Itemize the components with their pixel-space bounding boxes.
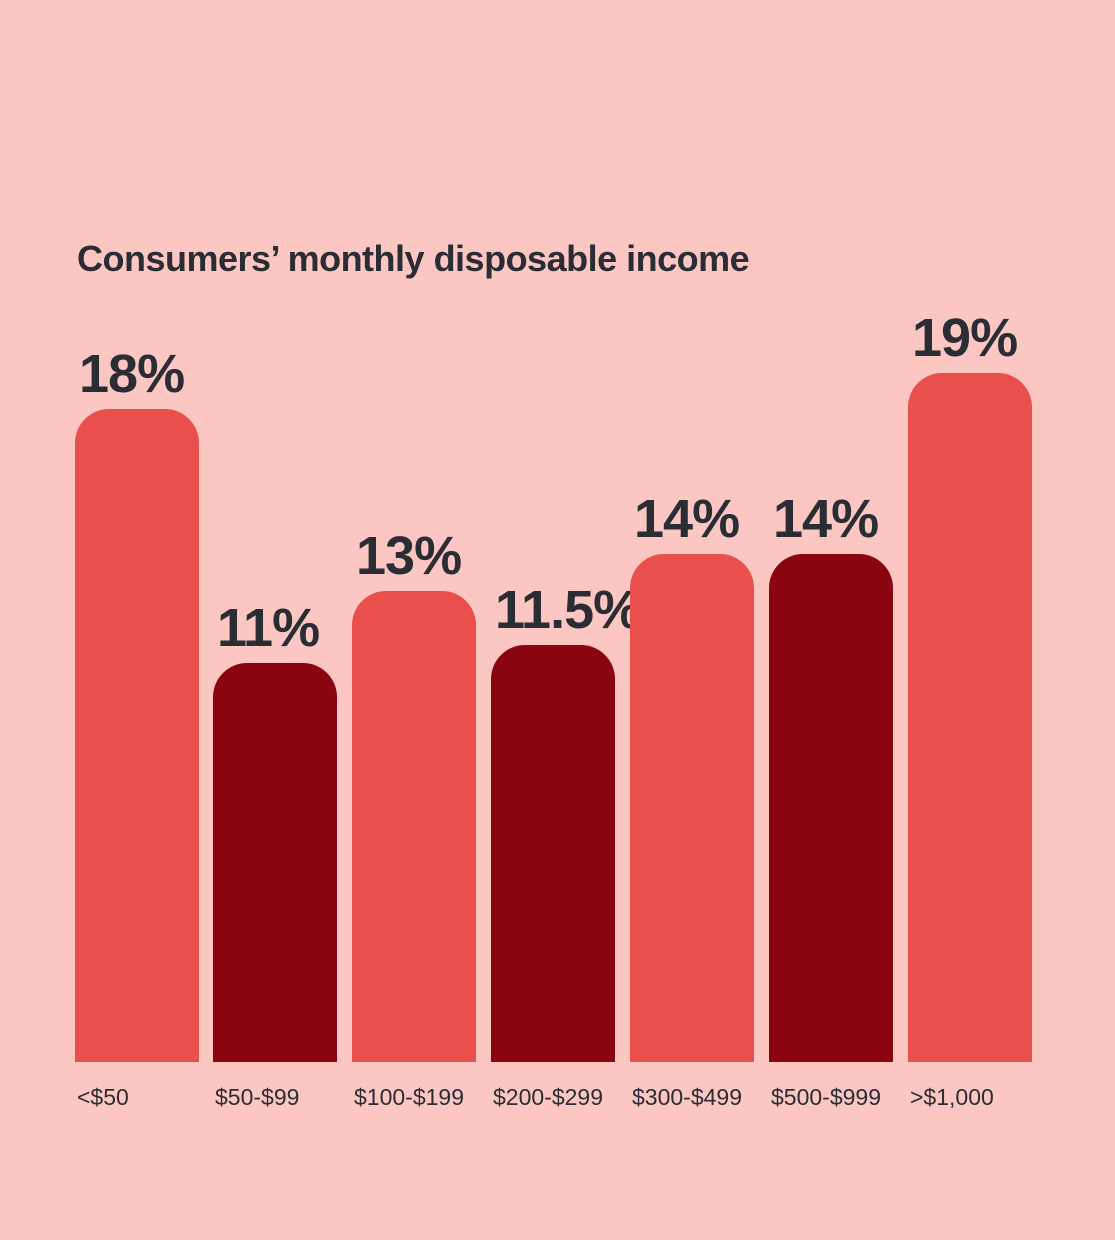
category-label: $200-$299 bbox=[493, 1084, 603, 1110]
bar bbox=[769, 554, 893, 1062]
category-label: >$1,000 bbox=[910, 1084, 994, 1110]
bar bbox=[491, 645, 615, 1062]
bar-value-label: 19% bbox=[912, 308, 1018, 368]
bar-value-label: 11.5% bbox=[495, 580, 641, 640]
bar bbox=[75, 409, 199, 1062]
chart-title: Consumers’ monthly disposable income bbox=[77, 238, 750, 279]
category-label: <$50 bbox=[77, 1084, 129, 1110]
bar bbox=[630, 554, 754, 1062]
bar-value-label: 14% bbox=[773, 489, 879, 549]
category-label: $500-$999 bbox=[771, 1084, 881, 1110]
bar bbox=[213, 663, 337, 1062]
bar-value-label: 13% bbox=[356, 526, 462, 586]
bar-value-label: 18% bbox=[79, 344, 185, 404]
category-label: $300-$499 bbox=[632, 1084, 742, 1110]
bar-value-label: 11% bbox=[217, 598, 320, 658]
bar-value-label: 14% bbox=[634, 489, 740, 549]
bar bbox=[352, 591, 476, 1062]
bar bbox=[908, 373, 1032, 1062]
category-label: $50-$99 bbox=[215, 1084, 300, 1110]
category-label: $100-$199 bbox=[354, 1084, 464, 1110]
